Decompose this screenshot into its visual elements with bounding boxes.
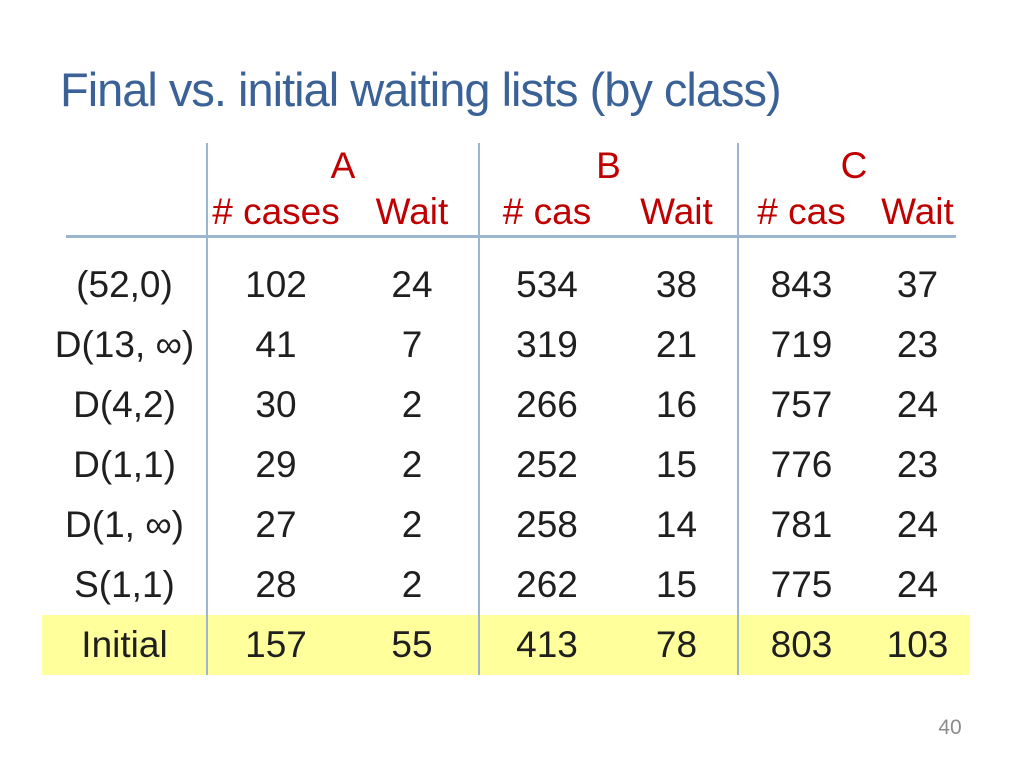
cell-value: 2 — [401, 564, 423, 605]
waiting-lists-table: A B C # cases Wait # cas Wait # cas Wait… — [42, 143, 970, 675]
cell-value: 103 — [886, 624, 949, 665]
cell-value: 30 — [255, 384, 297, 425]
cell-value: 775 — [770, 564, 833, 605]
cell-value: 55 — [391, 624, 433, 665]
cell-value: 2 — [401, 384, 423, 425]
row-label: (52,0) — [76, 264, 173, 305]
column-divider-b — [478, 143, 480, 675]
cell-value: 2 — [401, 504, 423, 545]
cell-value: 102 — [245, 264, 307, 305]
cell-value: 157 — [245, 624, 307, 665]
cell-value: 29 — [255, 444, 297, 485]
row-label: D(4,2) — [73, 384, 176, 425]
group-a-label: A — [330, 144, 356, 186]
cell-value: 24 — [896, 504, 939, 545]
cell-value: 7 — [401, 324, 423, 365]
table-row: Initial 157 55 413 78 803 103 — [42, 615, 970, 675]
cell-value: 41 — [255, 324, 297, 365]
table-row: D(1, ∞) 27 2 258 14 781 24 — [42, 495, 970, 555]
table-row: S(1,1) 28 2 262 15 775 24 — [42, 555, 970, 615]
cell-value: 15 — [655, 444, 698, 485]
col-header-b-cases: # cas — [502, 191, 592, 232]
cell-value: 776 — [770, 444, 833, 485]
row-label: D(1, ∞) — [65, 504, 184, 545]
cell-value: 266 — [516, 384, 578, 425]
cell-value: 319 — [516, 324, 578, 365]
cell-value: 15 — [655, 564, 698, 605]
header-divider-line — [66, 235, 956, 238]
subheader-row: # cases Wait # cas Wait # cas Wait — [42, 188, 970, 236]
col-header-c-wait: Wait — [881, 191, 954, 232]
row-label: D(1,1) — [73, 444, 176, 485]
cell-value: 27 — [255, 504, 297, 545]
cell-value: 262 — [516, 564, 578, 605]
row-label: Initial — [81, 624, 168, 665]
cell-value: 534 — [516, 264, 578, 305]
cell-value: 78 — [655, 624, 698, 665]
cell-value: 21 — [655, 324, 698, 365]
table-row: D(13, ∞) 41 7 319 21 719 23 — [42, 315, 970, 375]
row-label-subheader-spacer — [42, 188, 207, 236]
group-b-label: B — [596, 144, 621, 186]
table-body: (52,0) 102 24 534 38 843 37 D(13, ∞) 41 … — [42, 255, 970, 675]
cell-value: 781 — [770, 504, 833, 545]
cell-value: 16 — [655, 384, 698, 425]
cell-value: 803 — [770, 624, 833, 665]
cell-value: 719 — [770, 324, 833, 365]
cell-value: 24 — [896, 564, 939, 605]
table-row: (52,0) 102 24 534 38 843 37 — [42, 255, 970, 315]
col-header-b-wait: Wait — [640, 191, 713, 232]
cell-value: 38 — [655, 264, 698, 305]
cell-value: 252 — [516, 444, 578, 485]
cell-value: 14 — [655, 504, 698, 545]
page-number: 40 — [938, 716, 962, 739]
col-header-a-wait: Wait — [375, 191, 449, 232]
cell-value: 258 — [516, 504, 578, 545]
column-divider-c — [737, 143, 739, 675]
column-divider-a — [206, 143, 208, 675]
cell-value: 24 — [391, 264, 433, 305]
group-c-label: C — [840, 144, 868, 186]
cell-value: 24 — [896, 384, 939, 425]
row-label-header-spacer — [42, 143, 207, 188]
cell-value: 37 — [896, 264, 939, 305]
group-header-row: A B C — [42, 143, 970, 188]
table-row: D(4,2) 30 2 266 16 757 24 — [42, 375, 970, 435]
cell-value: 2 — [401, 444, 423, 485]
row-label: D(13, ∞) — [54, 324, 195, 365]
cell-value: 28 — [255, 564, 297, 605]
cell-value: 757 — [770, 384, 833, 425]
col-header-c-cases: # cas — [757, 191, 846, 232]
col-header-a-cases: # cases — [212, 191, 340, 232]
slide-title: Final vs. initial waiting lists (by clas… — [60, 63, 782, 116]
cell-value: 413 — [516, 624, 578, 665]
cell-value: 23 — [896, 444, 939, 485]
table-row: D(1,1) 29 2 252 15 776 23 — [42, 435, 970, 495]
row-label: S(1,1) — [74, 564, 175, 605]
cell-value: 23 — [896, 324, 939, 365]
cell-value: 843 — [770, 264, 833, 305]
